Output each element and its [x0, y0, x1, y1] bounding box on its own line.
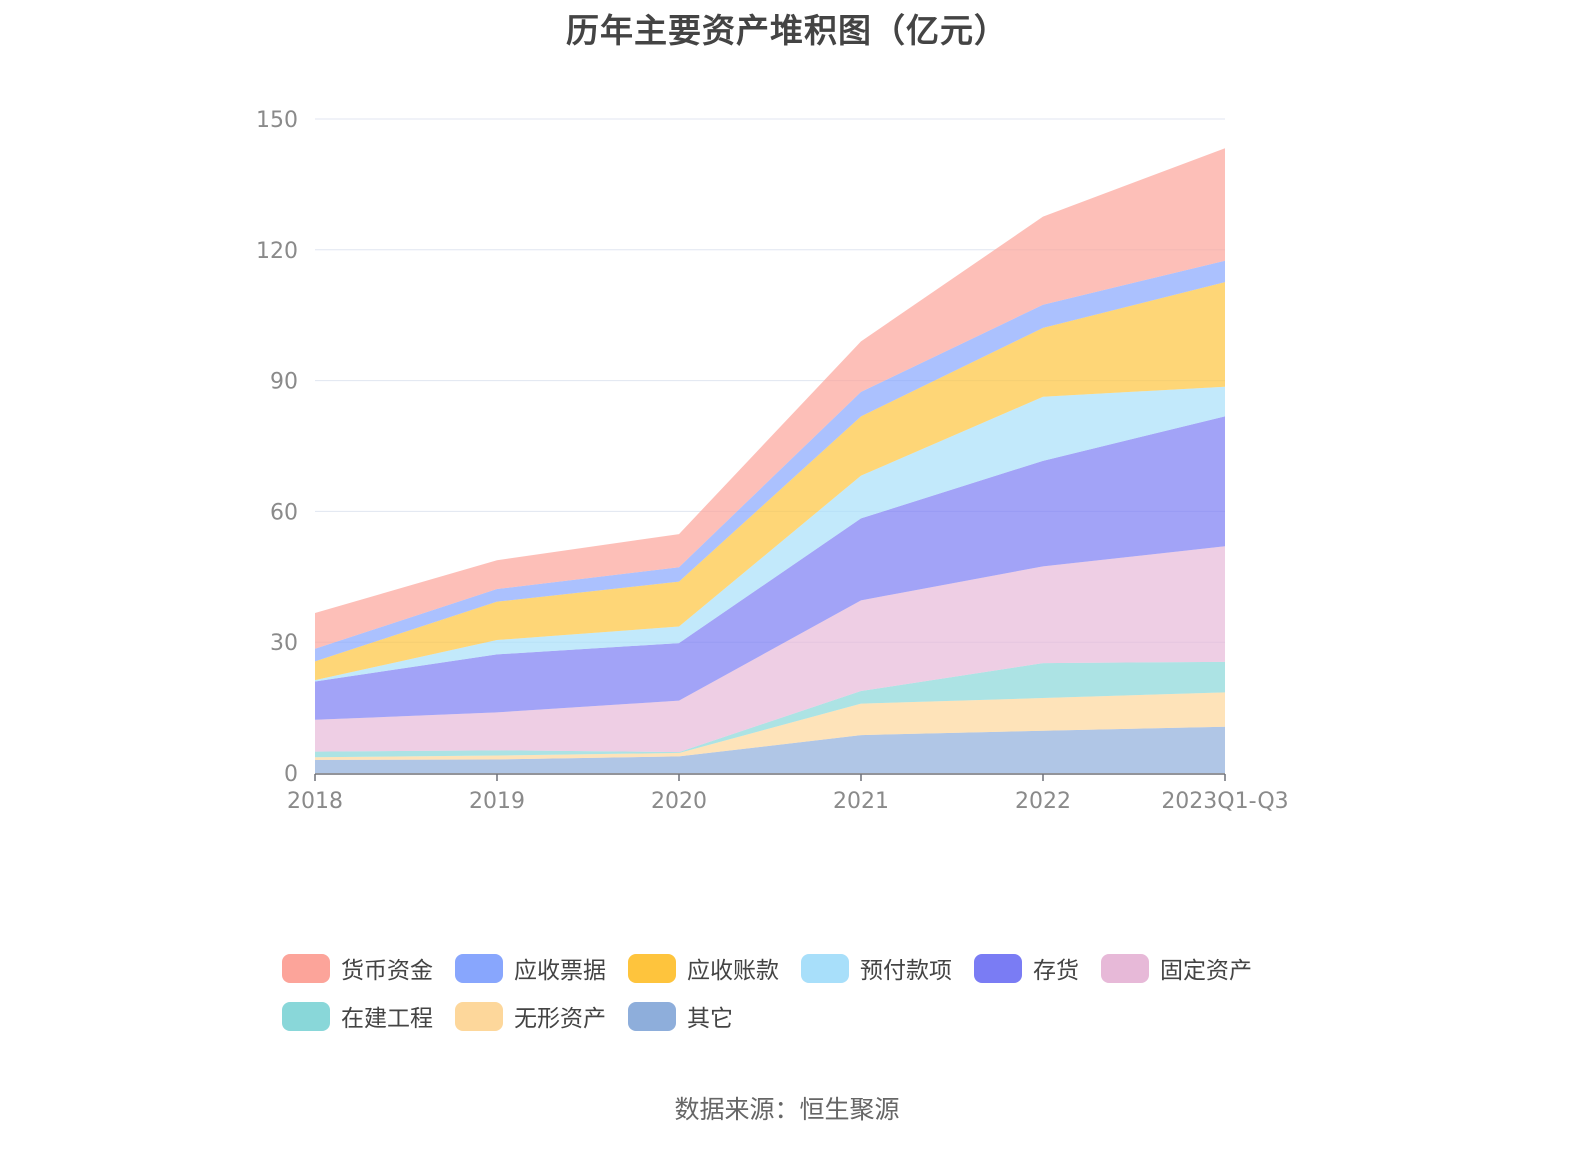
legend-row: 货币资金 应收票据 应收账款 预付款项 存货 固定资产 — [282, 944, 1302, 992]
area-series-货币资金[interactable] — [315, 148, 1225, 649]
legend-swatch — [801, 953, 849, 983]
legend-swatch — [628, 953, 676, 983]
x-tick-label: 2018 — [287, 789, 343, 814]
stacked-areas — [315, 148, 1225, 773]
x-tick-label: 2021 — [833, 789, 889, 814]
legend-label: 应收票据 — [514, 958, 606, 984]
y-tick-label: 120 — [256, 239, 298, 264]
area-series-应收账款[interactable] — [315, 282, 1225, 681]
y-tick-label: 30 — [270, 631, 298, 656]
data-source: 数据来源：恒生聚源 — [674, 1095, 900, 1124]
legend-item[interactable]: 无形资产 — [455, 999, 606, 1033]
legend-item[interactable]: 应收账款 — [628, 951, 779, 985]
legend-label: 其它 — [687, 1006, 733, 1032]
area-series-固定资产[interactable] — [315, 546, 1225, 753]
legend-label: 预付款项 — [860, 958, 952, 984]
legend-swatch — [974, 953, 1022, 983]
area-series-无形资产[interactable] — [315, 692, 1225, 760]
y-axis-ticks: 0 30 60 90 120 150 — [256, 108, 298, 787]
legend-item[interactable]: 其它 — [628, 999, 733, 1033]
legend-row: 在建工程 无形资产 其它 — [282, 992, 1302, 1040]
chart-canvas: 0 30 60 90 120 150 2018 2019 2020 2021 2022 2023Q1… — [256, 108, 1289, 814]
legend-label: 货币资金 — [341, 958, 433, 984]
legend-label: 在建工程 — [341, 1006, 433, 1032]
legend-item[interactable]: 预付款项 — [801, 951, 952, 985]
legend-swatch — [282, 953, 330, 983]
area-series-应收票据[interactable] — [315, 260, 1225, 662]
legend-swatch — [455, 953, 503, 983]
x-tick-label: 2020 — [651, 789, 707, 814]
legend-label: 存货 — [1033, 958, 1079, 984]
legend-item[interactable]: 固定资产 — [1101, 951, 1252, 985]
area-series-其它[interactable] — [315, 726, 1225, 773]
legend-item[interactable]: 应收票据 — [455, 951, 606, 985]
legend-label: 无形资产 — [514, 1006, 606, 1032]
x-tick-label: 2019 — [469, 789, 525, 814]
x-axis-ticks: 2018 2019 2020 2021 2022 2023Q1-Q3 — [287, 789, 1289, 814]
legend-swatch — [455, 1001, 503, 1031]
y-tick-label: 90 — [270, 370, 298, 395]
x-tick-label: 2022 — [1015, 789, 1071, 814]
axes — [314, 773, 1226, 781]
legend-item[interactable]: 存货 — [974, 951, 1079, 985]
x-tick-label: 2023Q1-Q3 — [1161, 789, 1288, 814]
legend-label: 应收账款 — [687, 958, 779, 984]
area-series-存货[interactable] — [315, 416, 1225, 720]
y-tick-label: 0 — [284, 762, 298, 787]
area-series-预付款项[interactable] — [315, 386, 1225, 682]
legend-swatch — [628, 1001, 676, 1031]
legend-item[interactable]: 货币资金 — [282, 951, 433, 985]
y-tick-label: 60 — [270, 500, 298, 525]
area-series-在建工程[interactable] — [315, 661, 1225, 758]
legend-swatch — [282, 1001, 330, 1031]
legend-label: 固定资产 — [1160, 958, 1252, 984]
y-tick-label: 150 — [256, 108, 298, 133]
chart-title: 历年主要资产堆积图（亿元） — [566, 11, 1008, 50]
legend: 货币资金 应收票据 应收账款 预付款项 存货 固定资产 在建工程 无形资产 其它 — [282, 944, 1302, 1040]
legend-swatch — [1101, 953, 1149, 983]
legend-item[interactable]: 在建工程 — [282, 999, 433, 1033]
